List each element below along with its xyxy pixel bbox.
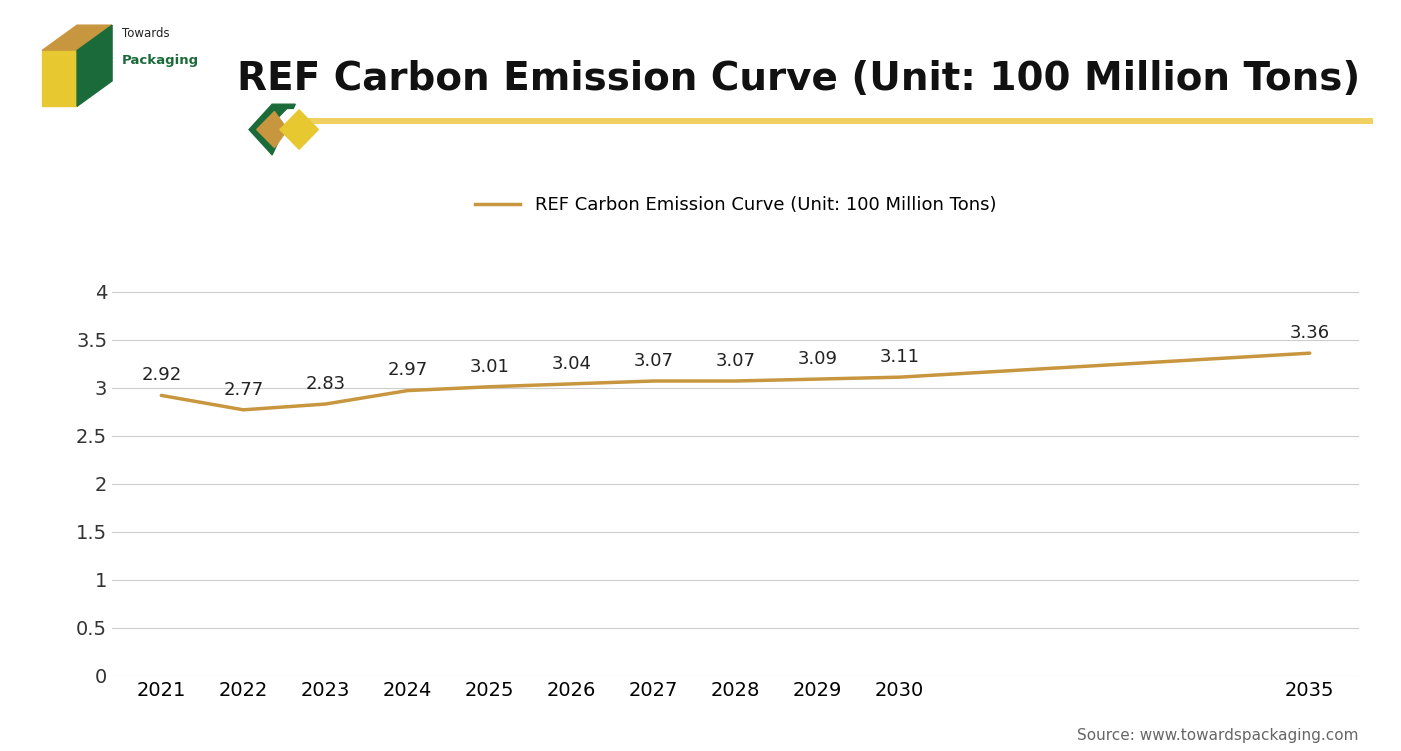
Text: 3.09: 3.09 (797, 350, 838, 368)
Polygon shape (42, 25, 112, 50)
Polygon shape (280, 110, 318, 149)
Legend: REF Carbon Emission Curve (Unit: 100 Million Tons): REF Carbon Emission Curve (Unit: 100 Mil… (468, 189, 1003, 222)
Text: REF Carbon Emission Curve (Unit: 100 Million Tons): REF Carbon Emission Curve (Unit: 100 Mil… (237, 60, 1360, 98)
Text: Packaging: Packaging (122, 54, 199, 67)
Polygon shape (77, 25, 112, 106)
Text: 3.36: 3.36 (1290, 324, 1330, 342)
Text: Source: www.towardspackaging.com: Source: www.towardspackaging.com (1077, 728, 1359, 743)
Text: 2.97: 2.97 (387, 361, 427, 379)
Text: 2.83: 2.83 (305, 375, 346, 393)
Text: 3.07: 3.07 (633, 352, 674, 370)
Text: 3.07: 3.07 (716, 352, 755, 370)
Text: Towards: Towards (122, 27, 170, 40)
Polygon shape (256, 111, 287, 147)
Text: 3.04: 3.04 (552, 354, 591, 372)
Text: 2.77: 2.77 (223, 381, 263, 399)
Text: 3.11: 3.11 (880, 348, 919, 366)
Text: 3.01: 3.01 (469, 357, 510, 376)
Polygon shape (249, 104, 296, 155)
Polygon shape (42, 50, 77, 106)
Text: 2.92: 2.92 (142, 366, 181, 385)
Polygon shape (269, 110, 303, 149)
